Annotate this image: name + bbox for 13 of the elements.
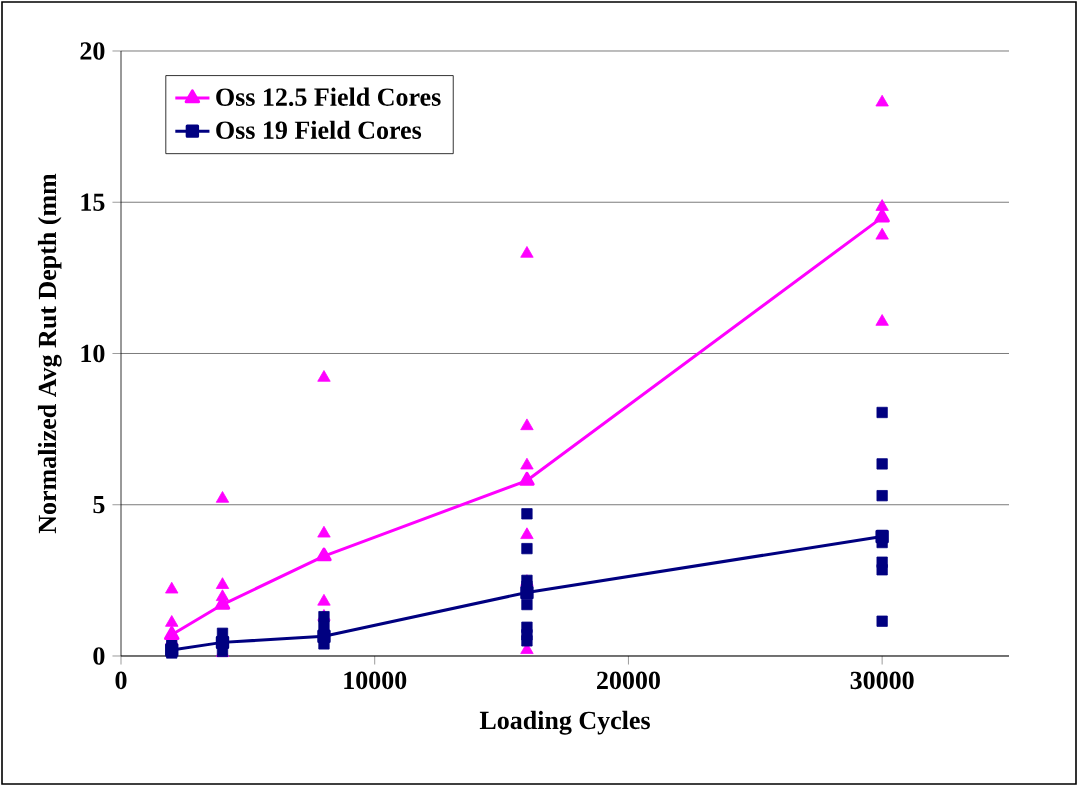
legend-label: Oss 12.5 Field Cores	[216, 87, 441, 106]
y-axis-title: Normalized Avg Rut Depth (mm	[37, 173, 62, 534]
x-tick-label: 20000	[597, 671, 660, 690]
legend-label: Oss 19 Field Cores	[216, 120, 422, 139]
x-tick-label: 10000	[344, 671, 407, 690]
x-tick-label: 30000	[850, 671, 914, 690]
y-tick-label: 0	[93, 647, 105, 665]
y-tick-label: 15	[81, 193, 105, 211]
x-tick-label: 0	[115, 671, 127, 690]
x-axis-title: Loading Cycles	[479, 710, 650, 735]
y-tick-label: 20	[80, 42, 105, 60]
y-tick-label: 5	[93, 496, 105, 514]
y-tick-label: 10	[81, 344, 105, 363]
